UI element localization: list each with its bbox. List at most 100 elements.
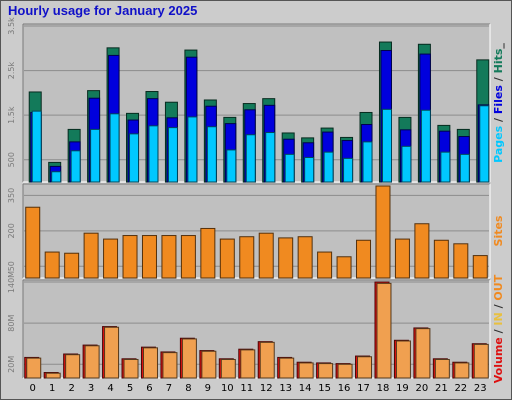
traffic-bar-pages-0 xyxy=(31,110,42,183)
x-tick-label: 17 xyxy=(357,383,370,394)
volume-bar-out-15 xyxy=(318,363,334,379)
traffic-bar-pages-16 xyxy=(343,157,354,183)
sites-legend: Sites xyxy=(492,215,505,246)
volume-bar-out-14 xyxy=(298,362,314,379)
volume-legend: Volume / IN / OUT xyxy=(492,274,505,383)
chart-title: Hourly usage for January 2025 xyxy=(8,3,198,18)
sites-bar-sites-3 xyxy=(83,232,99,279)
traffic-bar-pages-14 xyxy=(304,156,315,183)
traffic-bar-pages-5 xyxy=(129,133,140,183)
x-tick-label: 8 xyxy=(185,383,191,394)
x-tick-label: 3 xyxy=(88,383,94,394)
volume-bar-out-11 xyxy=(240,349,256,379)
volume-bar-out-18 xyxy=(376,282,392,379)
volume-panel-bg xyxy=(23,280,490,378)
traffic-bar-pages-6 xyxy=(148,125,159,183)
sites-bar-sites-10 xyxy=(219,238,235,279)
volume-bar-out-7 xyxy=(162,352,178,379)
volume-bar-out-13 xyxy=(279,357,295,379)
x-tick-label: 1 xyxy=(49,383,55,394)
x-tick-label: 19 xyxy=(396,383,409,394)
x-tick-label: 12 xyxy=(260,383,273,394)
traffic-bar-pages-8 xyxy=(187,116,198,183)
sites-bar-sites-2 xyxy=(64,252,80,279)
sites-bar-sites-1 xyxy=(44,251,60,279)
volume-legend-entry: Volume xyxy=(492,337,505,383)
traffic-bar-pages-19 xyxy=(401,145,412,183)
sites-bar-sites-0 xyxy=(25,206,41,279)
traffic-tick-label: 3.5k xyxy=(7,17,16,35)
sites-bar-sites-19 xyxy=(394,238,410,279)
x-tick-label: 21 xyxy=(435,383,448,394)
sites-bar-sites-7 xyxy=(161,235,177,279)
x-tick-label: 13 xyxy=(279,383,292,394)
x-tick-label: 20 xyxy=(416,383,429,394)
sites-bar-sites-14 xyxy=(297,236,313,279)
traffic-bar-pages-4 xyxy=(109,113,120,183)
volume-bar-out-4 xyxy=(104,326,120,379)
volume-bar-out-17 xyxy=(357,356,373,379)
sites-bar-sites-18 xyxy=(375,185,391,279)
traffic-bar-pages-7 xyxy=(167,127,178,183)
traffic-bar-pages-15 xyxy=(323,151,334,183)
x-tick-label: 0 xyxy=(30,383,36,394)
volume-legend-entry: IN xyxy=(492,312,505,325)
volume-legend-entry: / xyxy=(492,326,505,338)
sites-bar-sites-17 xyxy=(356,239,372,279)
volume-bar-out-20 xyxy=(415,328,431,379)
sites-bar-sites-4 xyxy=(103,238,119,279)
traffic-bar-pages-17 xyxy=(362,141,373,183)
sites-bar-sites-12 xyxy=(258,232,274,279)
traffic-legend-entry: Hits xyxy=(492,48,505,73)
traffic-tick-label: 1.5k xyxy=(7,106,16,124)
x-tick-label: 2 xyxy=(68,383,74,394)
volume-bar-out-8 xyxy=(181,338,197,379)
traffic-bar-pages-21 xyxy=(440,151,451,183)
traffic-legend-entry: / xyxy=(492,114,505,126)
x-tick-label: 23 xyxy=(474,383,487,394)
sites-legend-entry: Sites xyxy=(492,215,505,246)
volume-bar-out-2 xyxy=(65,354,81,379)
volume-bar-out-6 xyxy=(142,347,158,379)
volume-bar-out-21 xyxy=(434,358,450,379)
x-tick-label: 18 xyxy=(377,383,390,394)
traffic-tick-label: 500 xyxy=(7,152,16,167)
volume-bar-out-5 xyxy=(123,358,139,379)
traffic-bar-pages-23 xyxy=(479,105,490,183)
traffic-bar-pages-2 xyxy=(70,150,81,183)
volume-legend-entry: / xyxy=(492,301,505,313)
x-tick-label: 5 xyxy=(127,383,133,394)
sites-bar-sites-11 xyxy=(239,236,255,279)
volume-bar-out-19 xyxy=(395,340,411,379)
volume-tick-label: 20M xyxy=(7,356,16,373)
traffic-legend-entry: / xyxy=(492,73,505,85)
volume-tick-label: 80M xyxy=(7,315,16,332)
traffic-panel-bg xyxy=(23,24,490,182)
sites-bar-sites-6 xyxy=(141,235,157,279)
volume-bar-out-3 xyxy=(84,345,100,379)
x-tick-label: 10 xyxy=(221,383,234,394)
sites-bar-sites-9 xyxy=(200,227,216,279)
x-tick-label: 15 xyxy=(318,383,331,394)
volume-bar-out-10 xyxy=(220,358,236,379)
x-tick-label: 6 xyxy=(146,383,152,394)
sites-bar-sites-13 xyxy=(278,237,294,279)
traffic-bar-pages-10 xyxy=(226,149,237,183)
volume-bar-out-12 xyxy=(259,341,275,379)
sites-bar-sites-21 xyxy=(433,239,449,279)
x-tick-label: 14 xyxy=(299,383,312,394)
traffic-bar-pages-11 xyxy=(245,134,256,183)
traffic-legend-entry: Pages xyxy=(492,125,505,163)
volume-bar-out-1 xyxy=(45,372,61,379)
volume-bar-out-0 xyxy=(26,357,42,379)
sites-bar-sites-15 xyxy=(317,251,333,279)
traffic-bar-pages-1 xyxy=(51,171,62,183)
sites-tick-label: 50 xyxy=(7,261,16,271)
volume-tick-label: 140M xyxy=(7,271,16,293)
x-tick-label: 9 xyxy=(205,383,211,394)
volume-bar-out-9 xyxy=(201,350,217,379)
traffic-legend: Pages / Files / Hits_ xyxy=(492,43,505,163)
traffic-legend-entry: _ xyxy=(492,43,505,49)
traffic-bar-pages-13 xyxy=(284,153,295,183)
sites-bar-sites-8 xyxy=(180,235,196,279)
